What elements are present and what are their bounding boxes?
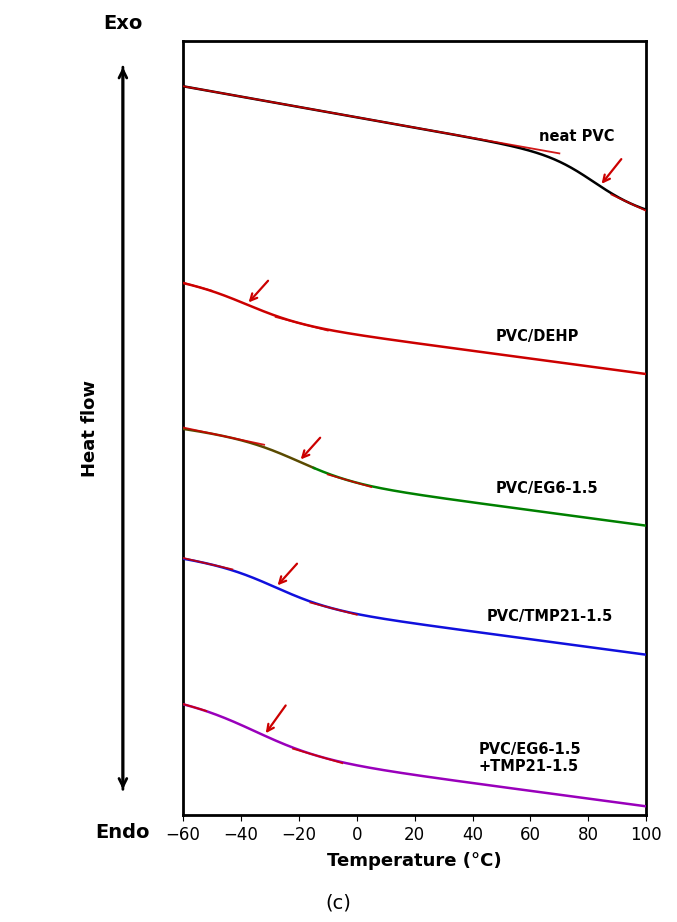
Text: Endo: Endo	[95, 823, 150, 842]
Text: PVC/TMP21-1.5: PVC/TMP21-1.5	[487, 609, 613, 623]
X-axis label: Temperature (°C): Temperature (°C)	[327, 852, 502, 870]
Text: Heat flow: Heat flow	[81, 380, 100, 477]
Text: PVC/DEHP: PVC/DEHP	[496, 329, 579, 344]
Text: PVC/EG6-1.5: PVC/EG6-1.5	[496, 480, 598, 496]
Text: (c): (c)	[326, 893, 351, 913]
Text: neat PVC: neat PVC	[539, 129, 615, 144]
Text: Exo: Exo	[103, 15, 143, 33]
Text: PVC/EG6-1.5
+TMP21-1.5: PVC/EG6-1.5 +TMP21-1.5	[479, 741, 581, 774]
